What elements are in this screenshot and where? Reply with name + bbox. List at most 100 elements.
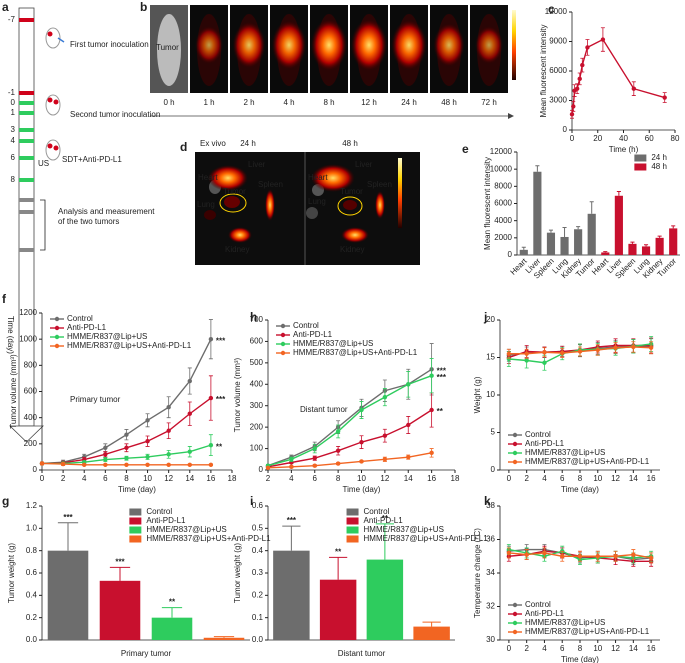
legend-label: Anti-PD-L1 (525, 439, 565, 448)
marker (60, 461, 66, 467)
legend-label: Control (364, 507, 390, 516)
organ-label: Liver (248, 160, 266, 169)
y-tick-label: 0 (259, 465, 264, 474)
marker (312, 456, 317, 461)
marker (166, 452, 171, 457)
bar (628, 243, 637, 255)
marker (580, 62, 585, 68)
y-tick-label: 34 (486, 568, 495, 577)
marker (595, 554, 600, 559)
note: Distant tumor (300, 405, 348, 414)
marker (595, 347, 600, 353)
x-tick-label: 16 (206, 474, 215, 483)
mouse-body (157, 14, 181, 86)
marker (335, 429, 341, 434)
x-tick-label: 12 (380, 474, 389, 483)
bar (151, 617, 193, 640)
time-label: 24 h (240, 139, 256, 148)
series-line (267, 409, 433, 468)
x-tick-label: 8 (336, 474, 341, 483)
bar (366, 559, 404, 640)
organ-label: Tumor (223, 187, 246, 196)
bar (601, 252, 610, 255)
time-label: 12 h (361, 98, 377, 107)
bar (669, 228, 678, 255)
day-label: -1 (8, 88, 16, 97)
tumor-label: Tumor (156, 43, 179, 52)
marker (103, 452, 108, 457)
x-tick-label: 8 (124, 474, 129, 483)
colorbar (512, 10, 516, 80)
y-tick-label: 5 (491, 428, 496, 437)
panel-letter: j (483, 310, 487, 324)
series-line (267, 452, 432, 469)
bar (655, 237, 664, 255)
marker (335, 448, 341, 453)
legend-swatch (129, 526, 142, 534)
y-tick-label: 15 (486, 353, 495, 362)
legend-marker (512, 450, 518, 456)
marker (39, 461, 45, 466)
y-tick-label: 30 (486, 635, 495, 644)
bar (587, 213, 596, 255)
x-axis-label: Distant tumor (338, 649, 386, 658)
significance: *** (437, 373, 447, 382)
bar (413, 626, 450, 640)
time-label: 1 h (203, 98, 214, 107)
y-tick-label: 0.0 (26, 635, 38, 644)
y-tick-label: 1.0 (26, 523, 38, 532)
y-tick-label: 38 (486, 501, 495, 510)
error-bar (657, 235, 662, 238)
marker (166, 462, 171, 467)
x-tick-label: 10 (593, 644, 602, 653)
y-tick-label: 0 (491, 465, 496, 474)
y-tick-label: 10 (486, 390, 495, 399)
signal (195, 26, 223, 64)
marker (145, 439, 150, 444)
bar (273, 550, 310, 640)
marker (82, 462, 87, 467)
y-tick-label: 0.4 (252, 546, 264, 555)
marker (662, 95, 667, 100)
marker (648, 555, 654, 561)
legend-marker (512, 432, 518, 438)
error-bar (630, 241, 635, 244)
legend-label: HMME/R837@Lip+US (364, 525, 444, 534)
legend-label: HMME/R837@Lip+US+Anti-PD-L1 (67, 341, 192, 350)
signal (232, 21, 266, 69)
error-bar (329, 556, 348, 580)
legend-label: Anti-PD-L1 (293, 330, 333, 339)
marker (631, 344, 636, 350)
panel-letter: c (548, 2, 555, 16)
day-label: 3 (11, 125, 16, 134)
y-tick-label: 0.1 (252, 613, 264, 622)
legend-label: HMME/R837@Lip+US+Anti-PD-L1 (364, 534, 489, 543)
x-axis-label: Time (day) (118, 485, 156, 494)
legend-label: Control (146, 507, 172, 516)
y-tick-label: 1000 (19, 334, 37, 343)
x-tick-label: 12 (164, 474, 173, 483)
marker (631, 552, 636, 557)
series-line (267, 368, 433, 467)
x-tick-label: 2 (524, 474, 529, 483)
y-tick-label: 32 (486, 602, 495, 611)
series-line (267, 375, 432, 467)
y-tick-label: 200 (24, 439, 38, 448)
note: Primary tumor (70, 395, 121, 404)
legend-swatch (346, 508, 359, 516)
organ-label: Spleen (367, 180, 392, 189)
axis-label: Time (day) (6, 316, 15, 354)
legend-label: Control (525, 600, 551, 609)
y-tick-label: 100 (250, 444, 264, 453)
legend-swatch (346, 526, 359, 534)
marker (577, 554, 583, 559)
x-tick-label: 18 (451, 474, 460, 483)
error-bar (603, 251, 608, 253)
x-tick-label: 10 (143, 474, 152, 483)
error-bar (671, 225, 676, 229)
y-axis-label: Weight (g) (473, 376, 482, 413)
organ-label: Spleen (258, 180, 283, 189)
y-tick-label: 1.2 (26, 501, 38, 510)
marker (574, 86, 580, 91)
